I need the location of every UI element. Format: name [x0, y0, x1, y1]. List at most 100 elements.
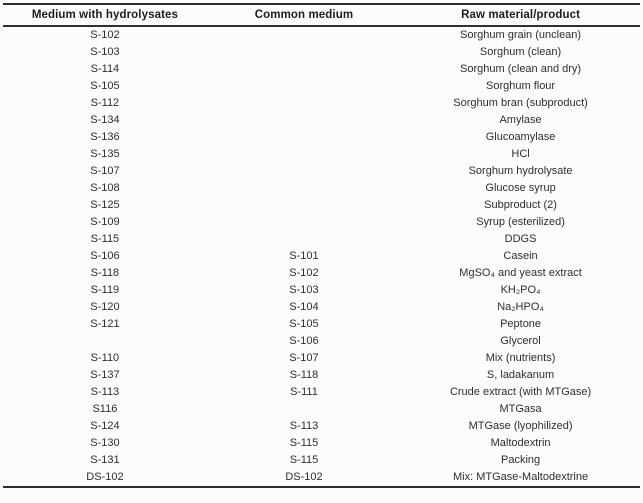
table-cell [207, 197, 401, 214]
table-cell: S-106 [289, 335, 319, 347]
table-cell: Maltodextrin [490, 437, 551, 449]
table-cell: S-125 [90, 199, 120, 211]
table-cell: Amylase [499, 114, 542, 126]
table-row: DS-102 DS-102 Mix: MTGase-Maltodextrine [3, 469, 640, 488]
table-cell [207, 163, 401, 180]
table-row: S116 MTGasa [3, 401, 640, 418]
table-cell: S-135 [90, 148, 120, 160]
table-cell [3, 333, 207, 350]
media-streams-table: Medium with hydrolysates Common medium R… [3, 3, 640, 488]
table-cell: S-103 [90, 46, 120, 58]
table-cell: S-115 [289, 454, 319, 466]
table-row: S-136 Glucoamylase [3, 129, 640, 146]
table-cell: S-124 [90, 420, 120, 432]
table-cell: S-108 [90, 182, 120, 194]
table-row: S-130 S-115 Maltodextrin [3, 435, 640, 452]
table-row: S-110 S-107 Mix (nutrients) [3, 350, 640, 367]
col-header-medium-with-hydrolysates: Medium with hydrolysates [3, 3, 207, 27]
table-cell: S, ladakanum [486, 369, 555, 381]
col-header-common-medium: Common medium [206, 3, 402, 27]
table-cell: S-109 [90, 216, 120, 228]
table-body: S-102 Sorghum grain (unclean) S-103 Sorghum… [3, 26, 640, 488]
table-cell: DS-102 [3, 469, 207, 488]
table-cell: Sorghum (clean and dry) [460, 63, 582, 75]
table-cell [207, 78, 401, 95]
table-cell: Glycerol [500, 335, 541, 347]
table-row: S-118 S-102 MgSO₄ and yeast extract [3, 265, 640, 282]
table-cell: S-102 [289, 267, 319, 279]
table-cell: S-112 [90, 97, 120, 109]
table-cell: Sorghum bran (subproduct) [453, 97, 588, 109]
table-cell: S-102 [90, 29, 120, 41]
table-cell: Syrup (esterilized) [476, 216, 565, 228]
table-row: S-120 S-104 Na₂HPO₄ [3, 299, 640, 316]
table-cell: Sorghum hydrolysate [468, 165, 573, 177]
table-row: S-113 S-111 Crude extract (with MTGase) [3, 384, 640, 401]
table-cell: HCl [511, 148, 530, 160]
table-cell: S-120 [90, 301, 120, 313]
table-cell: S116 [92, 403, 118, 415]
table-cell: S-113 [90, 386, 120, 398]
table-row: S-107 Sorghum hydrolysate [3, 163, 640, 180]
table-cell: Crude extract (with MTGase) [449, 386, 592, 398]
table-cell: Mix: MTGase-Maltodextrine [401, 469, 640, 488]
table-cell: S-115 [90, 233, 120, 245]
table-cell: Na₂HPO₄ [497, 301, 544, 313]
table-cell [207, 146, 401, 163]
table-cell: Peptone [500, 318, 542, 330]
table-cell [207, 112, 401, 129]
table-cell: S-136 [90, 131, 120, 143]
table-cell: S-101 [289, 250, 319, 262]
table-row: S-102 Sorghum grain (unclean) [3, 26, 640, 44]
table-row: S-105 Sorghum flour [3, 78, 640, 95]
table-cell: Glucose syrup [485, 182, 556, 194]
table-cell: S-115 [289, 437, 319, 449]
table-row: S-119 S-103 KH₂PO₄ [3, 282, 640, 299]
table-cell [207, 61, 401, 78]
table-cell: KH₂PO₄ [500, 284, 541, 296]
table-row: S-135 HCl [3, 146, 640, 163]
table-cell: Packing [500, 454, 541, 466]
table-row: S-106 S-101 Casein [3, 248, 640, 265]
table-cell: MTGasa [499, 403, 542, 415]
table-cell [207, 180, 401, 197]
table-row: S-125 Subproduct (2) [3, 197, 640, 214]
table-row: S-131 S-115 Packing [3, 452, 640, 469]
table-row: S-121 S-105 Peptone [3, 316, 640, 333]
table-cell: Sorghum grain (unclean) [460, 29, 582, 41]
table-cell: MgSO₄ and yeast extract [459, 267, 582, 279]
table-cell: DDGS [504, 233, 537, 245]
table-cell [207, 26, 401, 44]
table-cell: S-105 [90, 80, 120, 92]
table-cell: S-106 [90, 250, 120, 262]
table-cell: S-113 [289, 420, 319, 432]
table-cell: S-107 [90, 165, 120, 177]
table-row: S-115 DDGS [3, 231, 640, 248]
table-row: S-112 Sorghum bran (subproduct) [3, 95, 640, 112]
header-row: Medium with hydrolysates Common medium R… [3, 3, 640, 27]
table-cell: Glucoamylase [485, 131, 556, 143]
table-cell: S-110 [90, 352, 120, 364]
table-cell [207, 129, 401, 146]
table-cell: DS-102 [206, 469, 402, 488]
table-cell: MTGase (lyophilized) [468, 420, 573, 432]
table-row: S-109 Syrup (esterilized) [3, 214, 640, 231]
table-cell: S-121 [90, 318, 120, 330]
table-cell: Sorghum flour [486, 80, 556, 92]
table-cell: Sorghum (clean) [479, 46, 562, 58]
table-row: S-134 Amylase [3, 112, 640, 129]
table-row: S-108 Glucose syrup [3, 180, 640, 197]
table-cell: Subproduct (2) [484, 199, 557, 211]
table-cell: S-131 [90, 454, 120, 466]
table-cell [207, 95, 401, 112]
table-cell: S-111 [290, 386, 318, 398]
table-cell: Casein [503, 250, 538, 262]
table-cell: S-118 [90, 267, 120, 279]
table-cell [207, 401, 401, 418]
table-row: S-114 Sorghum (clean and dry) [3, 61, 640, 78]
table-cell: S-134 [90, 114, 120, 126]
table-cell: S-107 [289, 352, 319, 364]
table-cell: S-105 [289, 318, 319, 330]
table-cell [207, 44, 401, 61]
table-cell: Mix (nutrients) [485, 352, 556, 364]
